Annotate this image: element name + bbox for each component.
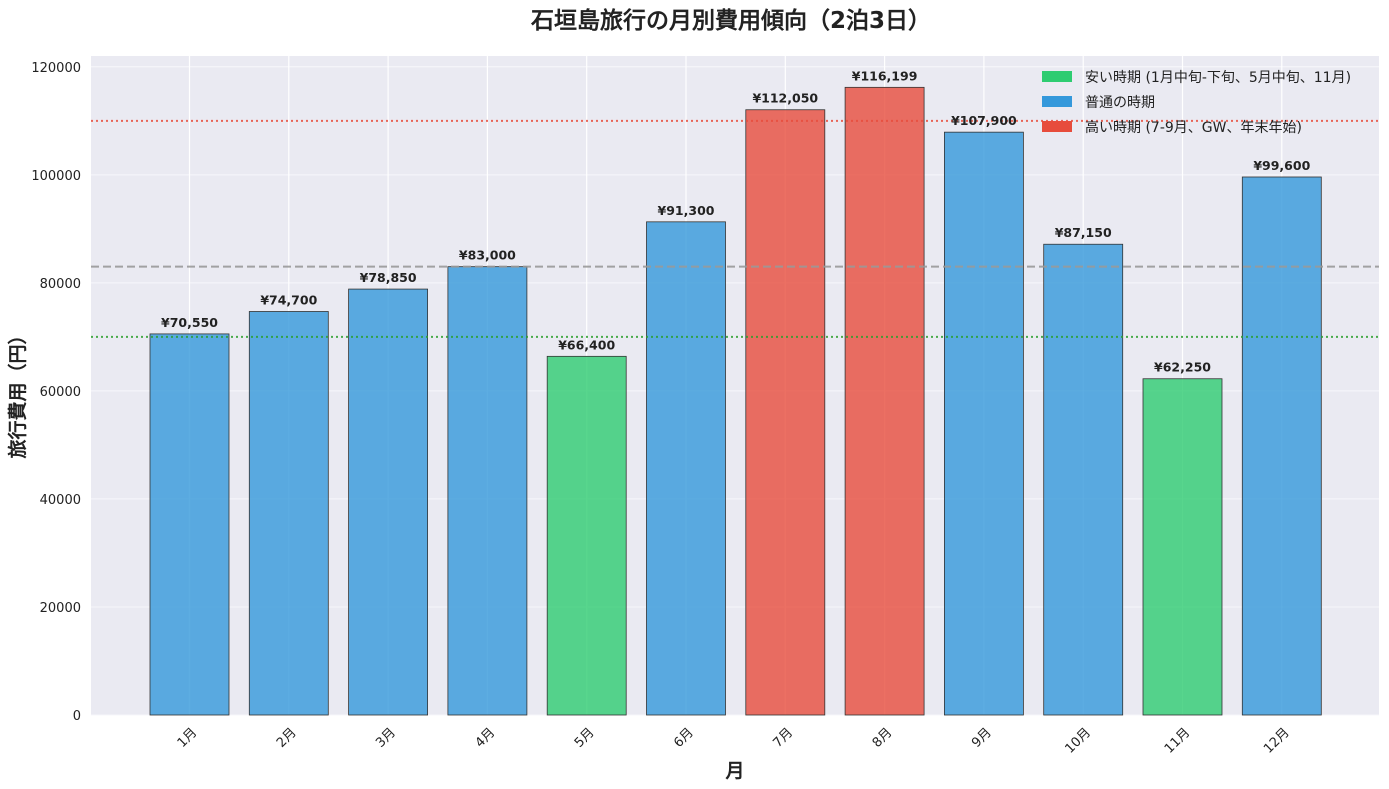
bars [149, 86, 1322, 716]
y-tick-label: 80000 [40, 277, 81, 292]
bar-2月 [248, 311, 329, 716]
x-axis-label: 月 [724, 760, 744, 782]
y-axis-label: 旅行費用（円） [6, 325, 29, 458]
legend-swatch-high [1042, 121, 1072, 132]
y-tick-label: 100000 [31, 169, 81, 184]
data-label: ¥116,199 [852, 68, 918, 83]
y-tick-label: 60000 [40, 385, 81, 400]
legend-label-high: 高い時期 (7-9月、GW、年末年始) [1085, 119, 1302, 136]
bar-6月 [646, 221, 726, 716]
bar-7月 [745, 109, 826, 716]
data-label: ¥62,250 [1154, 360, 1211, 375]
bar-9月 [944, 131, 1024, 716]
data-label: ¥66,400 [558, 337, 615, 352]
y-axis-ticks: 0 20000 40000 60000 80000 100000 120000 [31, 61, 81, 724]
y-tick-label: 0 [73, 709, 81, 724]
data-label: ¥112,050 [752, 91, 818, 106]
bar-3月 [348, 288, 429, 716]
data-label: ¥87,150 [1055, 225, 1112, 240]
legend-swatch-cheap [1042, 71, 1072, 82]
bar-4月 [447, 266, 528, 716]
data-label: ¥74,700 [260, 292, 317, 307]
data-label: ¥78,850 [360, 270, 417, 285]
bar-10月 [1043, 243, 1124, 716]
y-tick-label: 20000 [40, 601, 81, 616]
legend-swatch-normal [1042, 96, 1072, 107]
data-label: ¥107,900 [951, 113, 1017, 128]
data-label: ¥83,000 [459, 248, 516, 263]
reference-lines [91, 119, 1379, 338]
y-tick-label: 40000 [40, 493, 81, 508]
data-label: ¥91,300 [658, 203, 715, 218]
bar-1月 [149, 333, 230, 716]
bar-12月 [1241, 176, 1322, 716]
bar-11月 [1142, 378, 1223, 716]
y-tick-label: 120000 [31, 61, 81, 76]
data-labels: ¥70,550 ¥74,700 ¥78,850 ¥83,000 ¥66,400 ¥91,3… [161, 68, 1311, 374]
chart-title: 石垣島旅行の月別費用傾向（2泊3日） [530, 7, 931, 34]
bar-8月 [844, 86, 925, 716]
legend-label-cheap: 安い時期 (1月中旬-下旬、5月中旬、11月) [1085, 70, 1351, 86]
bar-5月 [546, 355, 627, 716]
data-label: ¥70,550 [161, 315, 218, 330]
legend-label-normal: 普通の時期 [1085, 95, 1155, 111]
data-label: ¥99,600 [1253, 158, 1310, 173]
